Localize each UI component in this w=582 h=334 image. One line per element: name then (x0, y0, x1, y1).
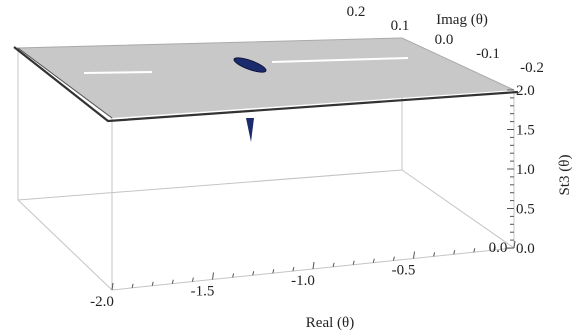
x-axis-label: Real (θ) (306, 315, 354, 331)
x-tick-mark (171, 279, 174, 284)
x-tick-label: -0.5 (392, 263, 416, 279)
stability-boundary-feature (233, 57, 267, 73)
x-tick-mark (473, 248, 476, 253)
x-tick-label: 0.0 (489, 240, 508, 256)
x-tick-mark (272, 269, 275, 274)
y-axis-label: Imag (θ) (436, 12, 488, 28)
x-tick-mark (312, 261, 315, 270)
z-tick-label: 1.0 (516, 162, 535, 178)
y-tick-label: 0.1 (391, 18, 410, 34)
x-tick-mark (513, 240, 516, 249)
y-tick-label: -0.1 (476, 46, 500, 62)
box-edge-back-floor-left (17, 169, 403, 201)
x-tick-mark (392, 256, 395, 261)
x-tick-label: -2.0 (90, 294, 114, 310)
x-tick-mark (433, 252, 436, 257)
z-tick-label: 0.5 (516, 202, 535, 218)
surface-plane (18, 38, 514, 118)
x-tick-label: -1.0 (291, 273, 315, 289)
surface-highlight-right (271, 57, 409, 63)
x-tick-mark (332, 262, 335, 268)
y-tick-label: -0.2 (520, 60, 544, 76)
x-tick-mark (212, 272, 214, 280)
box-edge-back-floor-right (401, 169, 515, 249)
box-edge-floor-left (17, 199, 113, 291)
x-tick-mark (453, 250, 456, 255)
x-tick-label: -1.5 (191, 284, 215, 300)
x-tick-mark (111, 282, 114, 291)
x-tick-mark (131, 283, 134, 289)
surface-outline-inner (17, 47, 113, 119)
z-axis-ticks: 0.0 0.5 1.0 1.5 2.0 (507, 83, 535, 257)
x-tick-mark (252, 271, 255, 276)
z-tick-label: 0.0 (516, 241, 535, 257)
x-axis-ticks: -2.0 -1.5 -1.0 -0.5 0.0 (90, 240, 516, 310)
x-tick-mark (493, 245, 496, 251)
z-tick-label: 1.5 (516, 123, 535, 139)
spike-feature (246, 118, 254, 142)
x-tick-mark (413, 251, 415, 259)
z-tick-label: 2.0 (516, 83, 535, 99)
y-tick-label: 0.0 (435, 32, 454, 48)
x-tick-mark (232, 273, 235, 278)
x-tick-mark (352, 260, 355, 265)
x-tick-mark (372, 258, 375, 263)
x-tick-mark (151, 281, 154, 286)
surface-highlight-left (83, 71, 153, 74)
x-tick-mark (191, 277, 194, 282)
y-tick-label: 0.2 (347, 4, 366, 20)
surface-outline-front (13, 46, 519, 123)
z-axis-label: St3 (θ) (557, 155, 573, 196)
y-axis-ticks: 0.2 0.1 0.0 -0.1 -0.2 (347, 4, 544, 76)
x-tick-mark (292, 266, 295, 272)
